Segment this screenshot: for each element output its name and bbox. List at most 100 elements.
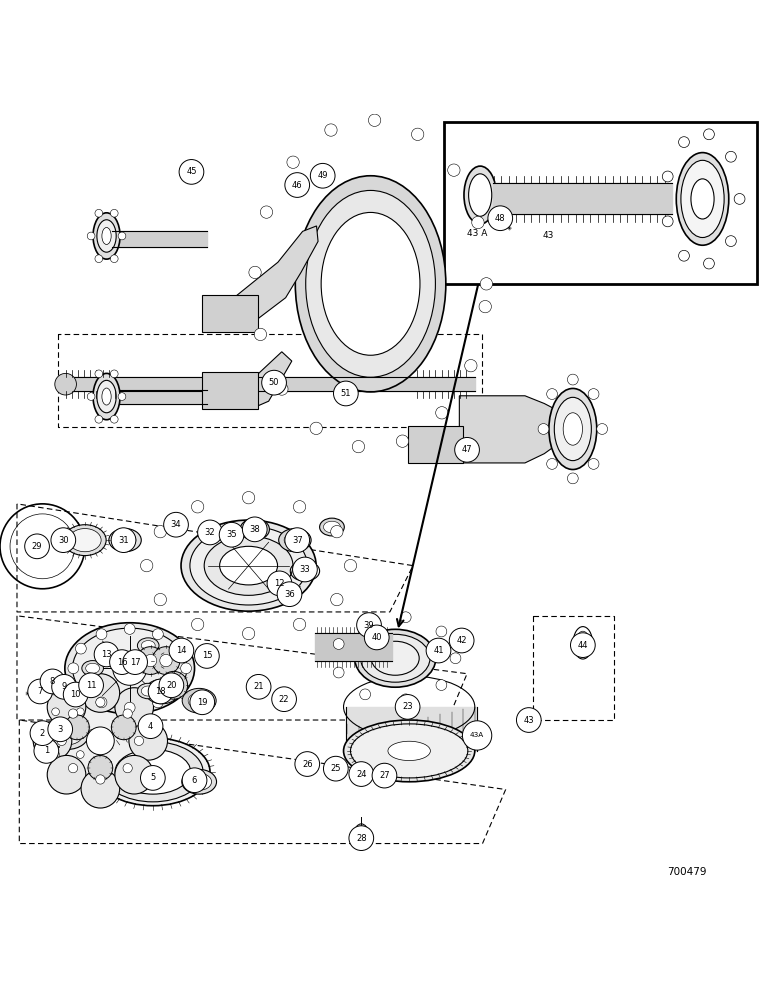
Text: 43: 43 xyxy=(523,716,534,725)
Circle shape xyxy=(349,762,374,786)
Text: 27: 27 xyxy=(379,771,390,780)
Text: 28: 28 xyxy=(356,834,367,843)
Ellipse shape xyxy=(114,532,136,548)
Circle shape xyxy=(349,826,374,850)
Circle shape xyxy=(95,415,103,423)
Ellipse shape xyxy=(102,388,111,405)
Circle shape xyxy=(436,626,447,637)
Ellipse shape xyxy=(284,532,306,548)
Text: 4: 4 xyxy=(148,722,153,731)
Text: 2: 2 xyxy=(40,729,45,738)
Text: 40: 40 xyxy=(371,633,382,642)
Circle shape xyxy=(96,775,105,784)
Circle shape xyxy=(154,593,167,606)
Ellipse shape xyxy=(137,683,159,699)
Ellipse shape xyxy=(181,520,317,611)
Circle shape xyxy=(56,696,145,786)
Circle shape xyxy=(110,255,118,263)
Ellipse shape xyxy=(321,212,420,355)
Circle shape xyxy=(34,739,59,763)
Text: 23: 23 xyxy=(402,702,413,711)
Ellipse shape xyxy=(279,529,311,552)
Text: 26: 26 xyxy=(302,760,313,769)
Circle shape xyxy=(401,612,411,623)
Ellipse shape xyxy=(141,686,155,696)
Circle shape xyxy=(160,654,172,667)
Text: 36: 36 xyxy=(284,590,295,599)
Circle shape xyxy=(30,721,55,745)
Ellipse shape xyxy=(103,742,203,802)
Circle shape xyxy=(448,164,460,176)
Polygon shape xyxy=(459,396,564,463)
Circle shape xyxy=(571,633,595,657)
Circle shape xyxy=(76,751,84,758)
Circle shape xyxy=(47,674,58,685)
Circle shape xyxy=(88,756,113,780)
Circle shape xyxy=(401,694,411,705)
Ellipse shape xyxy=(46,717,90,749)
Ellipse shape xyxy=(73,628,187,708)
Circle shape xyxy=(39,729,47,737)
Text: 21: 21 xyxy=(253,682,264,691)
Circle shape xyxy=(48,717,73,742)
Ellipse shape xyxy=(82,661,103,676)
Circle shape xyxy=(169,638,194,663)
Bar xyxy=(202,372,258,409)
Circle shape xyxy=(295,752,320,776)
Circle shape xyxy=(110,370,118,378)
Circle shape xyxy=(94,642,119,667)
Circle shape xyxy=(179,160,204,184)
Ellipse shape xyxy=(306,190,435,377)
Circle shape xyxy=(152,647,180,674)
Circle shape xyxy=(223,525,237,539)
Circle shape xyxy=(129,722,168,760)
Circle shape xyxy=(40,669,65,694)
Circle shape xyxy=(310,422,323,435)
Circle shape xyxy=(293,557,317,582)
Circle shape xyxy=(190,690,215,715)
Circle shape xyxy=(285,173,310,197)
Circle shape xyxy=(662,216,673,227)
Ellipse shape xyxy=(93,373,120,420)
Ellipse shape xyxy=(93,213,120,259)
Ellipse shape xyxy=(295,176,445,392)
Circle shape xyxy=(138,714,163,739)
Circle shape xyxy=(115,755,154,794)
Text: 35: 35 xyxy=(226,530,237,539)
Circle shape xyxy=(287,156,300,168)
Circle shape xyxy=(95,255,103,263)
Text: 31: 31 xyxy=(118,536,129,545)
Ellipse shape xyxy=(379,768,390,783)
Circle shape xyxy=(159,673,184,698)
Ellipse shape xyxy=(300,759,314,769)
Ellipse shape xyxy=(554,397,591,461)
Circle shape xyxy=(137,647,164,674)
Text: 7: 7 xyxy=(38,687,42,696)
Ellipse shape xyxy=(564,413,582,445)
Text: 38: 38 xyxy=(249,525,260,534)
Text: 44: 44 xyxy=(577,641,588,650)
Text: 47: 47 xyxy=(462,445,472,454)
Circle shape xyxy=(141,559,153,572)
Circle shape xyxy=(81,674,120,712)
Ellipse shape xyxy=(388,741,431,761)
Bar xyxy=(408,426,463,463)
Text: 45: 45 xyxy=(186,167,197,176)
Circle shape xyxy=(148,679,173,704)
Circle shape xyxy=(372,763,397,788)
Circle shape xyxy=(219,522,244,547)
Ellipse shape xyxy=(187,773,212,790)
Circle shape xyxy=(262,370,286,395)
Circle shape xyxy=(726,151,736,162)
Circle shape xyxy=(35,728,46,739)
Circle shape xyxy=(173,643,184,654)
Ellipse shape xyxy=(240,519,269,540)
Circle shape xyxy=(47,755,86,794)
Circle shape xyxy=(276,383,288,395)
Text: 20: 20 xyxy=(166,681,177,690)
Ellipse shape xyxy=(248,675,265,698)
Circle shape xyxy=(547,389,557,399)
Ellipse shape xyxy=(63,525,106,556)
Text: 17: 17 xyxy=(130,658,141,667)
Circle shape xyxy=(52,751,59,758)
